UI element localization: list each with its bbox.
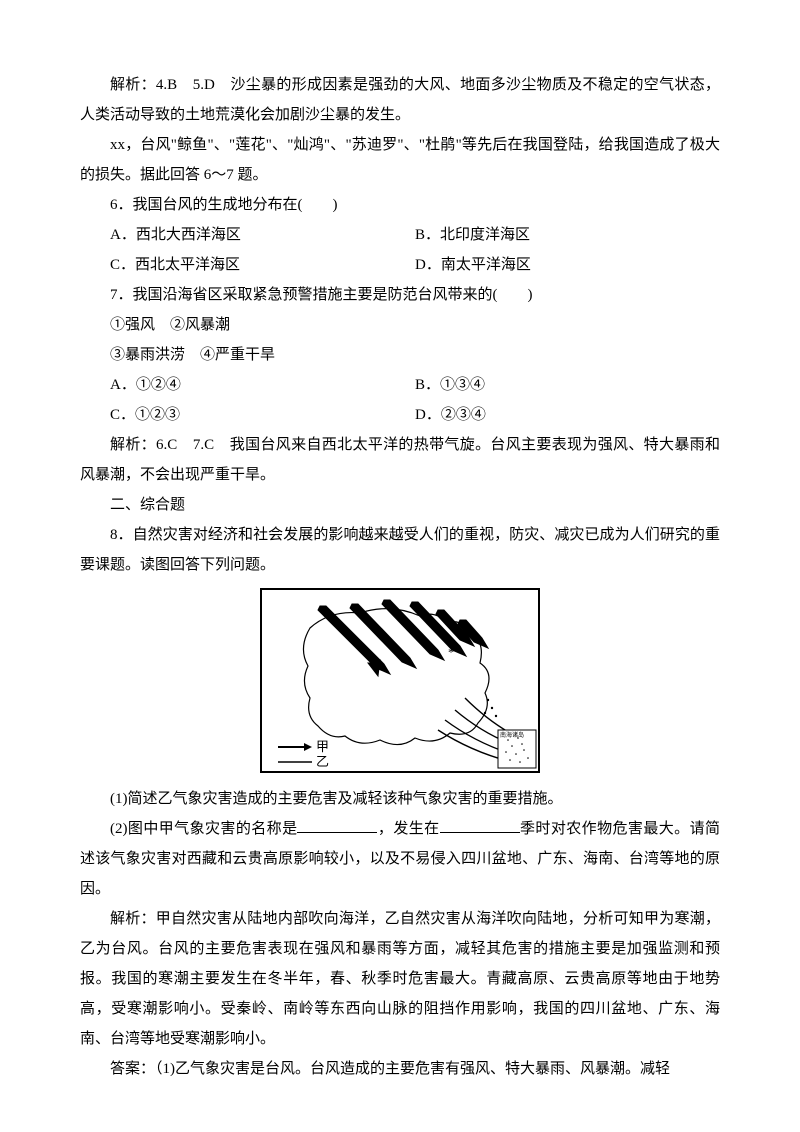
q7-option-a: A．①②④ [110, 370, 415, 400]
q6-option-c: C．西北太平洋海区 [110, 250, 415, 280]
q7-option-d: D．②③④ [415, 400, 720, 430]
q8-sub1: (1)简述乙气象灾害造成的主要危害及减轻该种气象灾害的重要措施。 [80, 784, 720, 814]
q8-sub2-text-b: ，发生在 [377, 821, 439, 837]
q6-option-d: D．南太平洋海区 [415, 250, 720, 280]
q8-sub2: (2)图中甲气象灾害的名称是，发生在季时对农作物危害最大。请简述该气象灾害对西藏… [80, 814, 720, 904]
q8-stem: 8．自然灾害对经济和社会发展的影响越来越受人们的重视，防灾、减灾已成为人们研究的… [80, 520, 720, 580]
page-content: 解析：4.B 5.D 沙尘暴的形成因素是强劲的大风、地面多沙尘物质及不稳定的空气… [0, 0, 800, 1124]
context-6-7: xx，台风"鲸鱼"、"莲花"、"灿鸿"、"苏迪罗"、"杜鹃"等先后在我国登陆，给… [80, 130, 720, 190]
map-svg: * 南海诸岛 甲 乙 [260, 588, 540, 773]
explanation-4-5: 解析：4.B 5.D 沙尘暴的形成因素是强劲的大风、地面多沙尘物质及不稳定的空气… [80, 70, 720, 130]
star-marker: * [448, 645, 454, 659]
q7-options-line1: ①强风 ②风暴潮 [80, 310, 720, 340]
q7-options-row2: C．①②③ D．②③④ [80, 400, 720, 430]
q7-options-row1: A．①②④ B．①③④ [80, 370, 720, 400]
q8-explanation: 解析：甲自然灾害从陆地内部吹向海洋，乙自然灾害从海洋吹向陆地，分析可知甲为寒潮，… [80, 904, 720, 1054]
q7-stem: 7．我国沿海省区采取紧急预警措施主要是防范台风带来的( ) [80, 280, 720, 310]
legend-label-b: 乙 [316, 754, 329, 769]
q6-stem: 6．我国台风的生成地分布在( ) [80, 190, 720, 220]
blank-1 [297, 817, 377, 833]
q6-options-row2: C．西北太平洋海区 D．南太平洋海区 [80, 250, 720, 280]
q8-sub2-text-a: (2)图中甲气象灾害的名称是 [110, 821, 297, 837]
china-map-figure: * 南海诸岛 甲 乙 [80, 588, 720, 784]
q7-option-b: B．①③④ [415, 370, 720, 400]
q6-option-a: A．西北大西洋海区 [110, 220, 415, 250]
q7-option-c: C．①②③ [110, 400, 415, 430]
inset-label: 南海诸岛 [500, 731, 524, 739]
blank-2 [440, 817, 520, 833]
q8-answer: 答案：（1)乙气象灾害是台风。台风造成的主要危害有强风、特大暴雨、风暴潮。减轻 [80, 1054, 720, 1084]
explanation-6-7: 解析：6.C 7.C 我国台风来自西北太平洋的热带气旋。台风主要表现为强风、特大… [80, 430, 720, 490]
q6-option-b: B．北印度洋海区 [415, 220, 720, 250]
inset-box: 南海诸岛 [498, 730, 536, 768]
q6-options-row1: A．西北大西洋海区 B．北印度洋海区 [80, 220, 720, 250]
legend-label-a: 甲 [316, 739, 329, 754]
q7-options-line2: ③暴雨洪涝 ④严重干旱 [80, 340, 720, 370]
section-2-heading: 二、综合题 [80, 490, 720, 520]
